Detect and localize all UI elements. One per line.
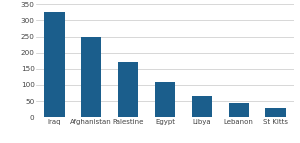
- Bar: [81, 37, 101, 117]
- Bar: [266, 108, 286, 117]
- Bar: [229, 103, 249, 117]
- Bar: [118, 62, 138, 117]
- Bar: [192, 96, 212, 117]
- Bar: [155, 82, 175, 117]
- Bar: [44, 12, 64, 117]
